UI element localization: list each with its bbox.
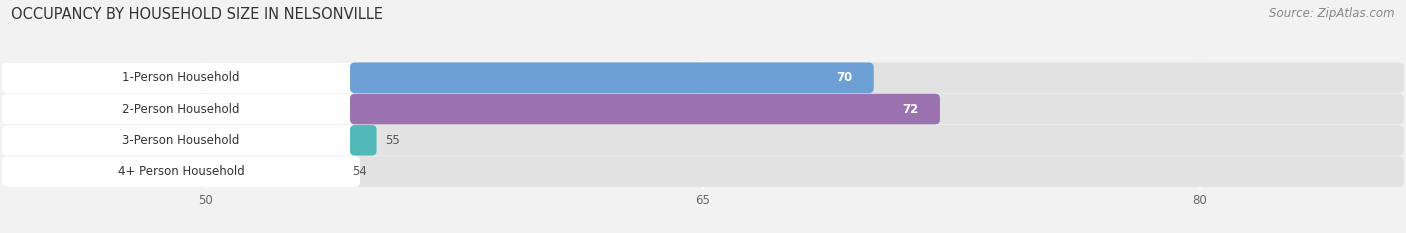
Text: 4+ Person Household: 4+ Person Household xyxy=(118,165,245,178)
Text: 55: 55 xyxy=(385,134,399,147)
FancyBboxPatch shape xyxy=(350,125,377,156)
Text: Source: ZipAtlas.com: Source: ZipAtlas.com xyxy=(1270,7,1395,20)
FancyBboxPatch shape xyxy=(1,94,360,124)
FancyBboxPatch shape xyxy=(1,94,1405,124)
FancyBboxPatch shape xyxy=(1,62,1405,93)
Text: 1-Person Household: 1-Person Household xyxy=(122,71,240,84)
Text: 3-Person Household: 3-Person Household xyxy=(122,134,239,147)
FancyBboxPatch shape xyxy=(1,156,1405,187)
FancyBboxPatch shape xyxy=(1,125,360,156)
Text: 54: 54 xyxy=(352,165,367,178)
FancyBboxPatch shape xyxy=(1,125,1405,156)
Text: OCCUPANCY BY HOUSEHOLD SIZE IN NELSONVILLE: OCCUPANCY BY HOUSEHOLD SIZE IN NELSONVIL… xyxy=(11,7,384,22)
FancyBboxPatch shape xyxy=(350,94,941,124)
Text: 2-Person Household: 2-Person Household xyxy=(122,103,240,116)
Text: 70: 70 xyxy=(837,71,852,84)
FancyBboxPatch shape xyxy=(1,156,360,187)
Text: 72: 72 xyxy=(903,103,918,116)
FancyBboxPatch shape xyxy=(1,62,360,93)
FancyBboxPatch shape xyxy=(350,62,873,93)
